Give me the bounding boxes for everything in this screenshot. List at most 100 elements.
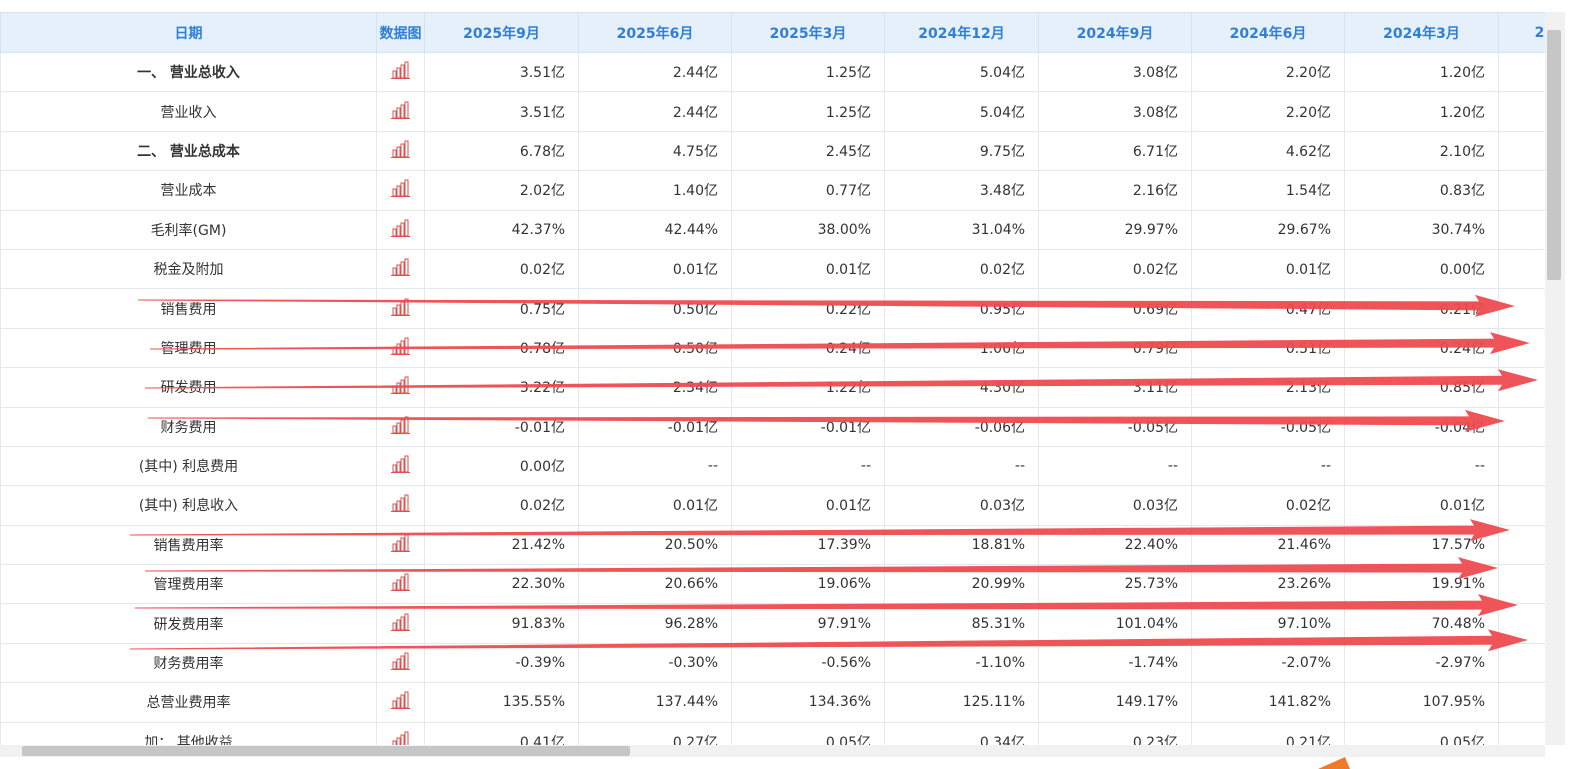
chart-cell[interactable] [376, 51, 425, 93]
value-cell: 2.45亿 [731, 130, 885, 172]
chart-cell[interactable] [376, 721, 425, 745]
table-row: 税金及附加 0.02亿 0.01亿 0.01亿 0.02亿 0.02亿 0.01亿 0.00亿 [0, 248, 1545, 290]
clipped-cell [1498, 682, 1545, 723]
chart-icon[interactable] [390, 416, 411, 434]
clipped-cell [1498, 91, 1545, 132]
chart-cell[interactable] [376, 564, 425, 605]
row-label: 管理费用 [0, 327, 377, 369]
value-cell: -- [731, 445, 885, 487]
column-header: 2 [1498, 12, 1545, 53]
value-cell: 0.02亿 [424, 485, 579, 526]
chart-icon-bar [400, 616, 404, 631]
value-cell: 38.00% [731, 209, 885, 250]
value-cell: 0.03亿 [884, 485, 1039, 526]
value-cell: 0.41亿 [424, 721, 579, 745]
value-cell: 17.39% [731, 524, 885, 566]
chart-icon[interactable] [390, 376, 411, 395]
chart-icon-bar [396, 304, 400, 316]
chart-icon[interactable] [390, 613, 411, 631]
value-cell: -0.06亿 [884, 406, 1039, 447]
chart-icon[interactable] [391, 731, 411, 745]
chart-icon-bar [392, 543, 396, 552]
value-cell: 0.50亿 [578, 288, 732, 329]
chart-cell[interactable] [376, 485, 425, 526]
chart-icon[interactable] [390, 455, 411, 474]
chart-icon-bar [396, 422, 400, 434]
chart-icon-bar [392, 110, 396, 119]
chart-icon-bar [392, 188, 396, 197]
chart-icon[interactable] [390, 573, 411, 592]
chart-icon[interactable] [390, 101, 411, 119]
table-row: 总营业费用率 135.55% 137.44% 134.36% 125.11% 149.17… [0, 682, 1545, 723]
value-cell: 2.16亿 [1038, 170, 1192, 211]
table-row: 毛利率(GM) 42.37% 42.44% 38.00% 31.04% 29.97% 29.… [0, 209, 1545, 250]
value-cell: -2.07% [1191, 642, 1345, 684]
vertical-scroll-thumb[interactable] [1547, 30, 1561, 280]
value-cell: 0.95亿 [884, 288, 1039, 329]
chart-icon[interactable] [390, 652, 411, 671]
header-row: 日期 数据图 2025年9月 2025年6月 2025年3月 2024年12月 2024年9… [0, 12, 1545, 53]
chart-icon-bar [400, 576, 404, 591]
chart-icon-bar [396, 697, 400, 709]
chart-cell[interactable] [376, 91, 425, 132]
chart-cell[interactable] [376, 524, 425, 566]
value-cell: 1.54亿 [1191, 170, 1345, 211]
table-row: 销售费用 0.75亿 0.50亿 0.22亿 0.95亿 0.69亿 0.47亿 0.21亿 [0, 288, 1545, 329]
chart-cell[interactable] [376, 130, 425, 172]
chart-cell[interactable] [376, 248, 425, 290]
chart-icon[interactable] [390, 61, 411, 80]
value-cell: 9.75亿 [884, 130, 1039, 172]
chart-icon-bar [396, 67, 400, 79]
table-row: 营业成本 2.02亿 1.40亿 0.77亿 3.48亿 2.16亿 1.54亿 0.83亿 [0, 170, 1545, 211]
chart-icon-bar [396, 540, 400, 552]
chart-icon-bar [396, 658, 400, 670]
clipped-cell [1498, 445, 1545, 487]
chart-icon[interactable] [390, 258, 411, 277]
chart-icon[interactable] [390, 298, 411, 316]
value-cell: 18.81% [884, 524, 1039, 566]
chart-icon-bar [396, 264, 400, 276]
chart-icon[interactable] [390, 219, 411, 237]
horizontal-scroll-thumb[interactable] [22, 746, 630, 756]
chart-cell[interactable] [376, 327, 425, 369]
chart-cell[interactable] [376, 209, 425, 250]
chart-icon-bar [400, 64, 404, 79]
chart-icon[interactable] [390, 337, 411, 355]
value-cell: 141.82% [1191, 682, 1345, 723]
clipped-cell [1498, 327, 1545, 369]
value-cell: 2.34亿 [578, 367, 732, 408]
table-row: 加： 其他收益 0.41亿 0.27亿 0.05亿 0.34亿 0.23亿 0.21亿 0.0… [0, 721, 1545, 745]
chart-cell[interactable] [376, 682, 425, 723]
chart-cell[interactable] [376, 603, 425, 644]
chart-cell[interactable] [376, 406, 425, 447]
value-cell: -0.04亿 [1344, 406, 1499, 447]
chart-icon[interactable] [390, 494, 411, 513]
chart-icon[interactable] [390, 691, 411, 710]
chart-cell[interactable] [376, 288, 425, 329]
value-cell: 2.10亿 [1344, 130, 1499, 172]
value-cell: -- [1038, 445, 1192, 487]
chart-icon-bar [404, 416, 408, 434]
chart-cell[interactable] [376, 642, 425, 684]
chart-icon-bar [392, 622, 396, 631]
value-cell: -0.05亿 [1191, 406, 1345, 447]
chart-cell[interactable] [376, 170, 425, 211]
row-label: 研发费用率 [0, 603, 377, 644]
chart-icon[interactable] [390, 534, 411, 552]
value-cell: 70.48% [1344, 603, 1499, 644]
value-cell: 134.36% [731, 682, 885, 723]
chart-cell[interactable] [376, 367, 425, 408]
value-cell: 17.57% [1344, 524, 1499, 566]
chart-icon-bar [400, 104, 404, 119]
value-cell: 0.24亿 [731, 327, 885, 369]
row-label: 营业成本 [0, 170, 377, 211]
value-cell: 0.24亿 [1344, 327, 1499, 369]
chart-icon[interactable] [390, 140, 411, 158]
value-cell: 0.85亿 [1344, 367, 1499, 408]
row-label: 销售费用 [0, 288, 377, 329]
chart-cell[interactable] [376, 445, 425, 487]
value-cell: 0.02亿 [1191, 485, 1345, 526]
value-cell: 0.01亿 [731, 248, 885, 290]
value-cell: 125.11% [884, 682, 1039, 723]
chart-icon[interactable] [390, 179, 411, 198]
